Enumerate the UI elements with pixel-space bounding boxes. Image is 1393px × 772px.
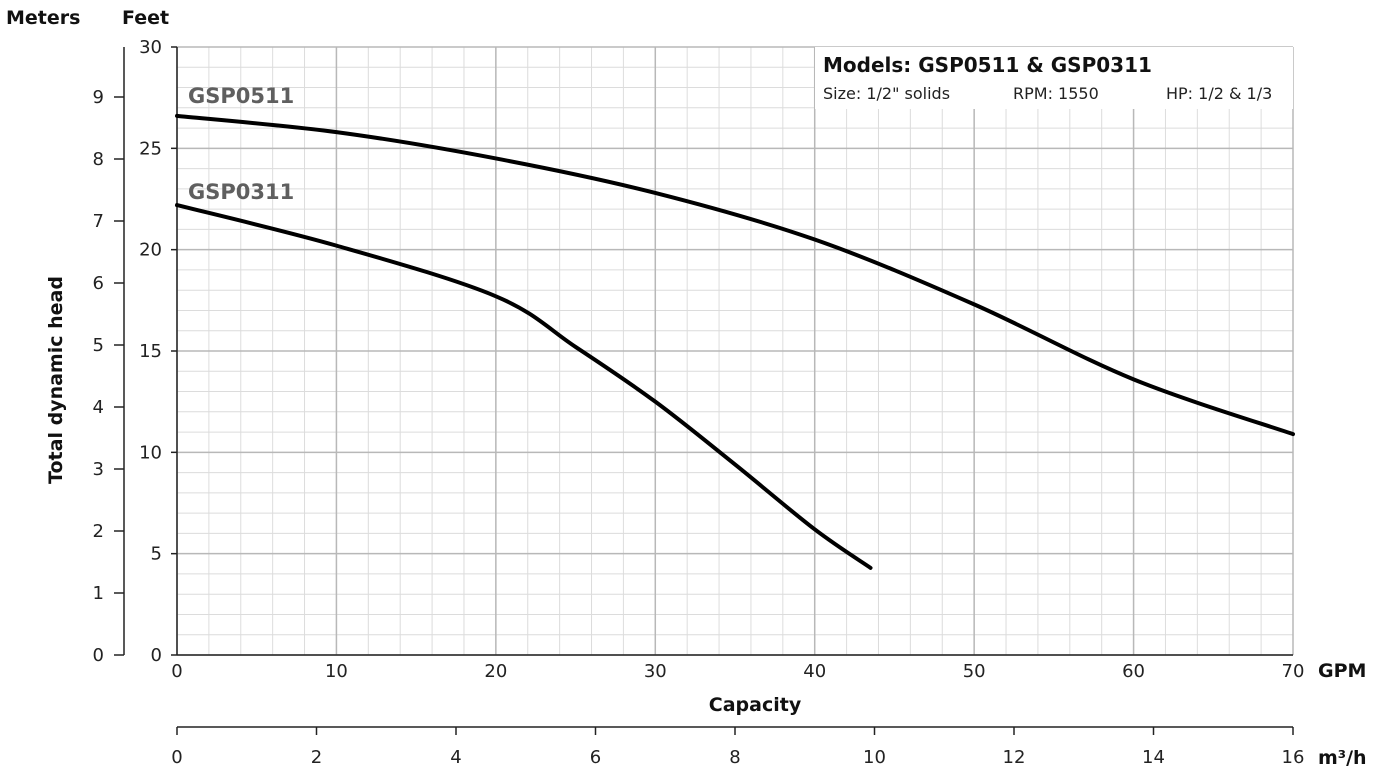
pump-curves [175,113,1295,570]
y2-tick-label: 8 [93,149,104,170]
y-tick-label: 25 [139,138,162,159]
x2-tick-label: 2 [311,747,322,768]
x-tick-label: 50 [963,661,986,682]
y-tick-label: 10 [139,442,162,463]
y-tick-label: 15 [139,341,162,362]
x-tick-label: 0 [171,661,182,682]
x2-unit-label: m³/h [1318,747,1367,769]
y2-tick-label: 6 [93,273,104,294]
info-box-rpm: RPM: 1550 [1013,84,1099,103]
y2-unit-label: Meters [6,7,80,29]
series-line-gsp0311 [175,203,873,570]
y-tick-label: 20 [139,240,162,261]
x-tick-label: 20 [484,661,507,682]
x2-tick-label: 6 [590,747,601,768]
series-label-gsp0311: GSP0311 [188,180,294,204]
y2-tick-label: 4 [93,397,104,418]
y-tick-label: 5 [151,544,162,565]
y-tick-label: 30 [139,37,162,58]
y2-tick-label: 3 [93,459,104,480]
x-tick-label: 30 [644,661,667,682]
x-tick-label: 60 [1122,661,1145,682]
y2-tick-label: 1 [93,583,104,604]
x-tick-label: 70 [1282,661,1305,682]
info-box: Models: GSP0511 & GSP0311 Size: 1/2" sol… [815,47,1293,109]
series-label-gsp0511: GSP0511 [188,84,294,108]
y-axis-title: Total dynamic head [45,276,67,484]
series-line-gsp0511 [175,113,1295,437]
x2-tick-label: 8 [729,747,740,768]
x2-tick-label: 14 [1142,747,1165,768]
x-tick-label: 40 [803,661,826,682]
x-tick-label: 10 [325,661,348,682]
y-unit-label: Feet [122,7,169,29]
y2-tick-label: 0 [93,645,104,666]
info-box-title: Models: GSP0511 & GSP0311 [823,53,1152,77]
y2-tick-label: 9 [93,87,104,108]
info-box-hp: HP: 1/2 & 1/3 [1166,84,1272,103]
grid-major [176,46,1294,656]
x2-tick-label: 12 [1003,747,1026,768]
x2-tick-label: 4 [450,747,461,768]
info-box-bg [815,47,1293,109]
y2-tick-label: 7 [93,211,104,232]
x2-tick-label: 10 [863,747,886,768]
y2-tick-label: 2 [93,521,104,542]
x2-tick-label: 0 [171,747,182,768]
y-tick-label: 0 [151,645,162,666]
x2-tick-label: 16 [1282,747,1305,768]
x-axis-title: Capacity [709,694,802,716]
y2-tick-label: 5 [93,335,104,356]
info-box-size: Size: 1/2" solids [823,84,950,103]
x-unit-label: GPM [1318,660,1366,682]
